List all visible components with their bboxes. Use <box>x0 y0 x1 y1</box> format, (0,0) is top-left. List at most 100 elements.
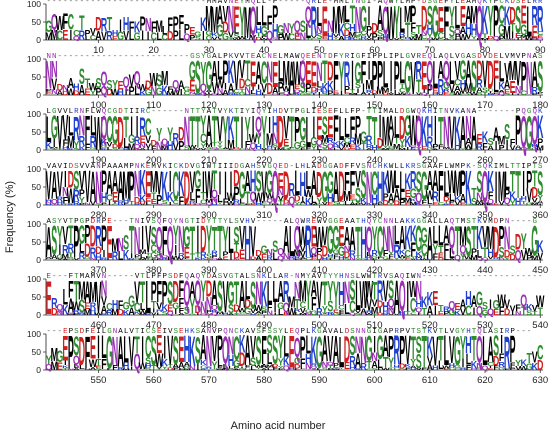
logo-letter: D <box>344 250 350 260</box>
logo-letter: I <box>197 218 199 261</box>
consensus-residue: S <box>416 163 421 171</box>
logo-letter: L <box>245 276 250 305</box>
logo-letter: C <box>366 368 373 370</box>
consensus-residue: - <box>455 273 460 281</box>
logo-letter: G <box>498 21 505 40</box>
logo-letter: H <box>211 203 218 206</box>
logo-letter: L <box>306 20 312 43</box>
logo-letter: V <box>283 110 289 147</box>
logo-letter: D <box>95 14 101 36</box>
logo-letter: S <box>322 93 329 95</box>
logo-letter: R <box>73 200 80 207</box>
consensus-residue: F <box>85 328 90 336</box>
logo-letter: P <box>272 2 278 30</box>
consensus-residue: M <box>383 108 388 116</box>
logo-letter: Q <box>277 254 284 262</box>
logo-letter: P <box>521 54 527 100</box>
logo-letter: H <box>432 92 439 96</box>
logo-letter: K <box>454 195 461 203</box>
logo-letter: N <box>305 312 312 316</box>
logo-letter: Q <box>537 38 544 41</box>
consensus-residue: K <box>312 328 317 336</box>
logo-letter: C <box>421 34 428 40</box>
logo-letter: G <box>239 368 246 371</box>
logo-letter: A <box>427 217 433 268</box>
consensus-residue: L <box>339 328 344 336</box>
x-tick-label: 530 <box>477 320 493 331</box>
consensus-residue: P <box>499 218 504 226</box>
x-tick-label: 520 <box>422 320 438 331</box>
logo-letter: Q <box>211 312 219 316</box>
logo-letter: E <box>112 35 118 42</box>
logo-letter: L <box>433 222 438 250</box>
logo-letter: M <box>51 147 58 149</box>
logo-letter: A <box>388 192 394 206</box>
logo-letter: V <box>173 142 180 152</box>
logo-letter: G <box>531 147 538 151</box>
logo-letter: N <box>366 162 372 212</box>
logo-letter: K <box>305 196 312 208</box>
logo-letter: K <box>471 360 478 372</box>
logo-letter: I <box>97 330 99 367</box>
logo-letter: V <box>101 30 108 44</box>
logo-letter: L <box>383 53 388 96</box>
consensus-residue: D <box>510 0 515 6</box>
consensus-residue: - <box>107 273 112 281</box>
consensus-residue: M <box>339 0 344 6</box>
consensus-residue: P <box>516 108 521 116</box>
consensus-residue: V <box>450 108 455 116</box>
logo-letter: N <box>51 89 57 96</box>
consensus-residue: G <box>527 108 532 116</box>
logo-letter: V <box>211 36 217 41</box>
consensus-residue: V <box>262 163 267 171</box>
logo-letter: W <box>111 87 120 97</box>
logo-letter: K <box>366 202 373 206</box>
logo-letter: A <box>427 362 433 372</box>
logo-letter: E <box>294 83 300 90</box>
logo-letter: I <box>406 272 408 320</box>
logo-letter: D <box>57 83 64 93</box>
logo-letter: R <box>532 85 539 95</box>
logo-letter: G <box>56 253 63 259</box>
logo-letter: V <box>250 307 257 314</box>
logo-letter: Y <box>112 78 118 92</box>
consensus-residue: K <box>483 0 488 6</box>
consensus-residue: S <box>516 0 521 6</box>
logo-letter: D <box>51 307 58 319</box>
logo-letter: N <box>62 149 69 151</box>
logo-letter: G <box>448 307 455 316</box>
logo-letter: G <box>183 220 190 254</box>
consensus-residue: H <box>466 328 471 336</box>
logo-letter: R <box>294 256 301 259</box>
consensus-residue: - <box>499 108 504 116</box>
logo-letter: D <box>504 249 510 261</box>
consensus-residue: C <box>234 328 239 336</box>
logo-letter: P <box>394 55 400 99</box>
logo-letter: P <box>118 147 125 149</box>
logo-letter: I <box>180 87 182 96</box>
consensus-residue: K <box>477 218 482 226</box>
logo-letter: M <box>67 132 74 152</box>
logo-letter: F <box>438 143 444 151</box>
consensus-residue: C <box>499 0 504 6</box>
logo-letter: V <box>57 258 64 260</box>
logo-letter: T <box>289 107 295 157</box>
consensus-residue: L <box>345 108 350 116</box>
consensus-residue: S <box>472 53 477 61</box>
consensus-residue: P <box>162 273 167 281</box>
logo-letter: P <box>305 83 311 95</box>
logo-letter: F <box>311 295 316 315</box>
logo-letter: K <box>139 193 146 205</box>
logo-letter: E <box>405 188 411 200</box>
consensus-residue: - <box>190 0 195 6</box>
logo-letter: L <box>366 251 372 258</box>
consensus-residue: P <box>129 163 134 171</box>
logo-letter: P <box>399 329 405 373</box>
logo-letter: K <box>123 309 129 317</box>
logo-letter: V <box>178 257 185 261</box>
logo-letter: N <box>476 191 482 203</box>
logo-letter: L <box>394 88 399 97</box>
consensus-residue: T <box>140 273 145 281</box>
logo-letter: P <box>493 0 499 46</box>
